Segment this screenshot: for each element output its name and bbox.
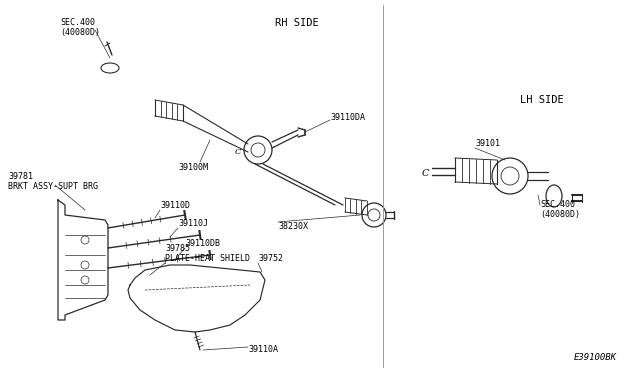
- Text: LH SIDE: LH SIDE: [520, 95, 564, 105]
- Text: 39110D: 39110D: [160, 201, 190, 210]
- Text: 39110J: 39110J: [178, 219, 208, 228]
- Text: RH SIDE: RH SIDE: [275, 18, 319, 28]
- Text: 39110DB: 39110DB: [185, 239, 220, 248]
- Text: 39752: 39752: [258, 254, 283, 263]
- Text: 39110A: 39110A: [248, 345, 278, 354]
- Text: SEC.400
(40080D): SEC.400 (40080D): [540, 200, 580, 219]
- Text: C: C: [421, 169, 429, 177]
- Text: 39781
BRKT ASSY-SUPT BRG: 39781 BRKT ASSY-SUPT BRG: [8, 172, 98, 192]
- Text: C: C: [235, 148, 241, 156]
- Text: SEC.400
(40080D): SEC.400 (40080D): [60, 18, 100, 38]
- Text: 39100M: 39100M: [178, 163, 208, 172]
- Text: 39110DA: 39110DA: [330, 113, 365, 122]
- Text: E39100BK: E39100BK: [574, 353, 617, 362]
- Text: 39785
PLATE-HEAT SHIELD: 39785 PLATE-HEAT SHIELD: [165, 244, 250, 263]
- Text: 39101: 39101: [475, 139, 500, 148]
- Text: 38230X: 38230X: [278, 222, 308, 231]
